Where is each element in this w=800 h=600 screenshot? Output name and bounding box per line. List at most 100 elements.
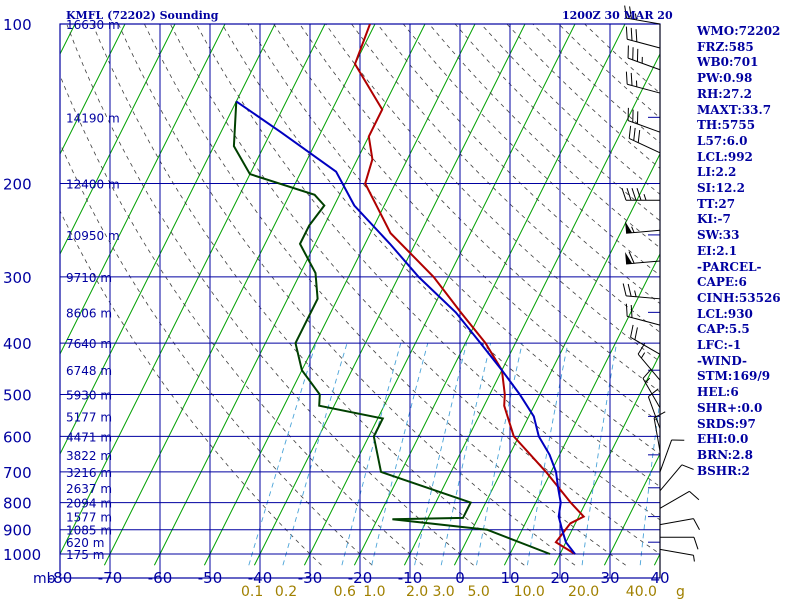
temperature-tick-label: -80	[48, 569, 73, 587]
dry-adiabat-line	[92, 24, 525, 566]
isotherm-line	[553, 352, 660, 566]
wind-barb-feather	[637, 343, 646, 355]
wind-barb-feather	[630, 72, 633, 86]
dry-adiabat-line	[60, 210, 322, 566]
wind-barb-staff	[626, 295, 661, 300]
pressure-tick-label: 900	[3, 522, 32, 540]
wind-barb-pennant	[625, 221, 633, 234]
height-label: 14190 m	[66, 111, 120, 125]
wind-barb	[625, 251, 661, 265]
wind-barb-feather	[621, 188, 627, 201]
wind-barb-half-feather	[692, 555, 695, 562]
wind-barb-half-feather	[634, 290, 637, 297]
wind-barb-feather	[630, 304, 633, 318]
index-item: CAP:5.5	[697, 322, 750, 337]
sounding-indices: WMO:72202 FRZ:585 WB0:701 PW:0.98 RH:27.2 MAX…	[697, 24, 800, 479]
mixing-ratio-label: 1.0	[363, 584, 385, 600]
wind-barb-feather	[625, 71, 628, 85]
index-item: LFC:-1	[697, 338, 742, 353]
height-label: 12400 m	[66, 178, 120, 192]
wind-barb	[642, 368, 661, 409]
wind-barb-staff	[659, 490, 690, 509]
index-item: CINH:53526	[697, 290, 781, 305]
index-item: KI:-7	[697, 212, 731, 227]
height-label: 1085 m	[66, 524, 112, 538]
pressure-temperature-grid	[59, 23, 661, 579]
mixing-ratio-label: 20.0	[568, 584, 599, 600]
index-item: CAPE:6	[697, 275, 747, 290]
temperature-tick-label: -10	[398, 569, 423, 587]
wind-barb-half-feather	[631, 226, 635, 233]
wind-barb-staff	[637, 353, 661, 381]
height-label: 3216 m	[66, 466, 112, 480]
height-label: 8606 m	[66, 306, 112, 320]
height-label: 9710 m	[66, 271, 112, 285]
wind-barb-feather	[633, 127, 636, 141]
wind-barb-half-feather	[643, 194, 647, 201]
mixing-ratio-line	[341, 342, 402, 566]
wind-barb	[627, 107, 661, 133]
temperature-tick-label: 20	[550, 569, 569, 587]
wind-barb-feather	[624, 5, 628, 19]
index-item: WB0:701	[697, 55, 759, 70]
isotherm-lines	[60, 24, 660, 566]
wind-barb-staff	[628, 137, 661, 154]
mixing-ratio-line	[282, 342, 348, 566]
wind-barb-half-feather	[634, 13, 637, 20]
wind-barb	[659, 439, 685, 473]
index-item: PW:0.98	[697, 71, 753, 86]
wind-barb	[659, 490, 700, 509]
index-item: EI:2.1	[697, 243, 738, 258]
height-label: 5930 m	[66, 388, 112, 402]
wind-barb	[660, 536, 699, 550]
isotherm-line	[60, 24, 226, 356]
height-label: 16630 m	[66, 18, 120, 32]
wind-barb-staff	[627, 120, 661, 133]
mixing-ratio-label: 3.0	[432, 584, 454, 600]
wind-barb-feather	[693, 537, 699, 550]
pressure-tick-label: 500	[3, 386, 32, 404]
index-item: LCL:992	[697, 149, 753, 164]
dry-adiabat-line	[195, 24, 660, 521]
index-item: -WIND-	[697, 353, 747, 368]
temperature-tick-label: -70	[98, 569, 123, 587]
wind-barb-feather	[689, 490, 700, 501]
dry-adiabat-line	[169, 24, 660, 555]
dry-adiabat-line	[377, 24, 660, 305]
index-item: BSHR:2	[697, 463, 750, 478]
isotherm-line	[353, 24, 626, 566]
index-item: MAXT:33.7	[697, 102, 772, 117]
pressure-unit-label: mb	[33, 571, 56, 587]
wind-barb-staff	[626, 17, 661, 25]
wind-barb-staff	[653, 417, 661, 452]
temperature-tick-label: -40	[248, 569, 273, 587]
wind-barb-staff	[627, 38, 661, 49]
temperature-tick-label: -20	[348, 569, 373, 587]
wind-barb-half-feather	[645, 377, 651, 384]
isotherm-line	[60, 24, 276, 456]
isotherm-line	[60, 24, 326, 556]
wind-barb	[621, 188, 660, 201]
index-item: TH:5755	[697, 118, 756, 133]
height-label: 1577 m	[66, 511, 112, 525]
index-item: STM:169/9	[697, 369, 771, 384]
temperature-tick-label: 40	[650, 569, 669, 587]
wind-barb	[625, 71, 661, 94]
wind-barb	[630, 324, 661, 355]
wind-barb	[625, 26, 661, 49]
wind-barb-feather	[630, 324, 634, 338]
height-label: 10950 m	[66, 229, 120, 243]
wind-barb-feather	[622, 283, 627, 296]
temperature-tick-label: -30	[298, 569, 323, 587]
sounding-profiles	[232, 24, 586, 555]
wind-barb-feather	[629, 6, 632, 20]
dry-adiabat-line	[221, 24, 660, 488]
wind-barb-feather	[631, 188, 637, 201]
index-item: HEL:6	[697, 385, 739, 400]
wind-barb-staff	[659, 464, 683, 492]
dry-adiabat-line	[144, 24, 626, 566]
wind-barb-feather	[634, 327, 638, 340]
wind-barb-staff	[627, 315, 661, 326]
mixing-ratio-unit: g	[676, 584, 685, 600]
